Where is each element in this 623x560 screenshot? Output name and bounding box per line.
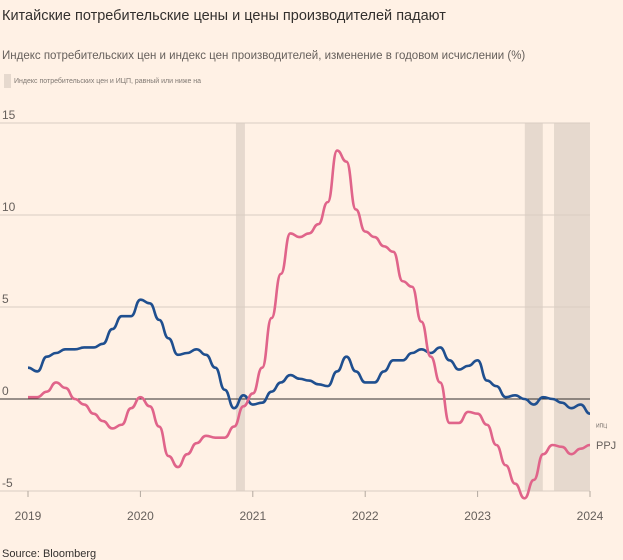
chart-title: Китайские потребительские цены и цены пр… [2, 8, 446, 24]
source-note: Source: Bloomberg [2, 548, 97, 560]
x-tick-label: 2020 [127, 509, 154, 523]
y-tick-label: 0 [2, 384, 9, 398]
end-label: ИПЦ [596, 424, 607, 430]
x-tick-label: 2024 [577, 509, 604, 523]
series-line-ppi [28, 149, 591, 500]
legend-swatch [4, 74, 11, 88]
end-label: PPJ [596, 440, 616, 452]
y-tick-label: 15 [2, 108, 16, 122]
x-tick-label: 2019 [15, 509, 42, 523]
x-tick-label: 2021 [239, 509, 266, 523]
legend-label: Индекс потребительских цен и ИЦП, равный… [14, 77, 202, 85]
y-tick-label: -5 [2, 476, 13, 490]
x-tick-label: 2022 [352, 509, 379, 523]
series-line-ипц [27, 298, 591, 416]
y-tick-label: 5 [2, 292, 9, 306]
chart-subtitle: Индекс потребительских цен и индекс цен … [2, 50, 526, 62]
legend: Индекс потребительских цен и ИЦП, равный… [4, 74, 201, 88]
x-tick-label: 2023 [464, 509, 491, 523]
y-tick-label: 10 [2, 200, 16, 214]
